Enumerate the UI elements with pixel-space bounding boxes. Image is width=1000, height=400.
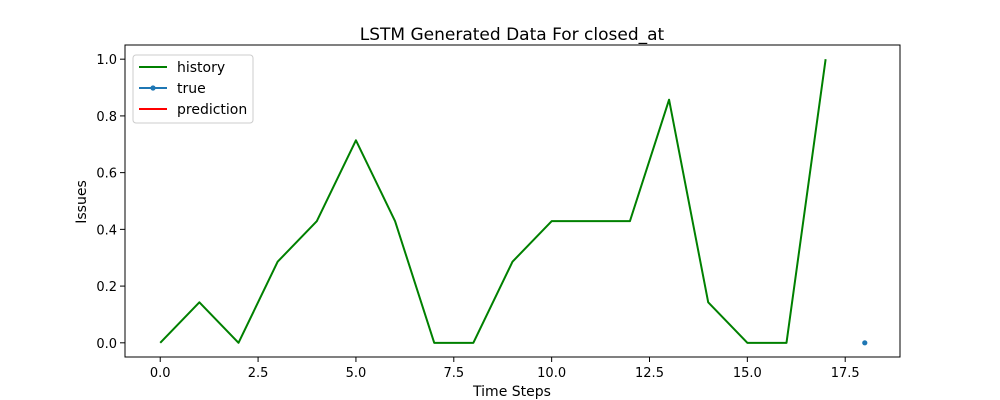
y-tick-label: 0.4	[96, 223, 117, 238]
x-tick-label: 5.0	[346, 366, 367, 381]
plot-area: 0.0 2.5 5.0 7.5 10.0 12.5 15.0 17.5 0.0 0.2 0.4 0.6…	[96, 44, 901, 381]
legend-box	[132, 54, 254, 124]
x-axis-label: Time Steps	[472, 384, 551, 400]
y-tick-label: 0.8	[96, 110, 117, 125]
y-axis-label: Issues	[74, 180, 90, 224]
legend-label-true: true	[177, 81, 206, 97]
series-line-history	[159, 59, 827, 344]
axes-frame	[124, 44, 901, 358]
y-tick-label: 0.2	[96, 280, 117, 295]
data-point-true	[862, 340, 868, 346]
x-tick-label: 10.0	[537, 366, 566, 381]
x-tick-label: 12.5	[635, 366, 664, 381]
x-tick-label: 17.5	[831, 366, 860, 381]
legend-label-history: history	[177, 60, 225, 76]
x-tick-label: 15.0	[733, 366, 762, 381]
x-tick-label: 7.5	[443, 366, 464, 381]
y-tick-label: 1.0	[96, 53, 117, 68]
y-tick-label: 0.0	[96, 337, 117, 352]
legend-label-prediction: prediction	[177, 102, 247, 118]
y-tick-label: 0.6	[96, 167, 117, 182]
x-tick-label: 2.5	[248, 366, 269, 381]
chart-title: LSTM Generated Data For closed_at	[360, 25, 665, 45]
x-tick-label: 0.0	[150, 366, 171, 381]
legend-marker-true	[150, 85, 156, 91]
